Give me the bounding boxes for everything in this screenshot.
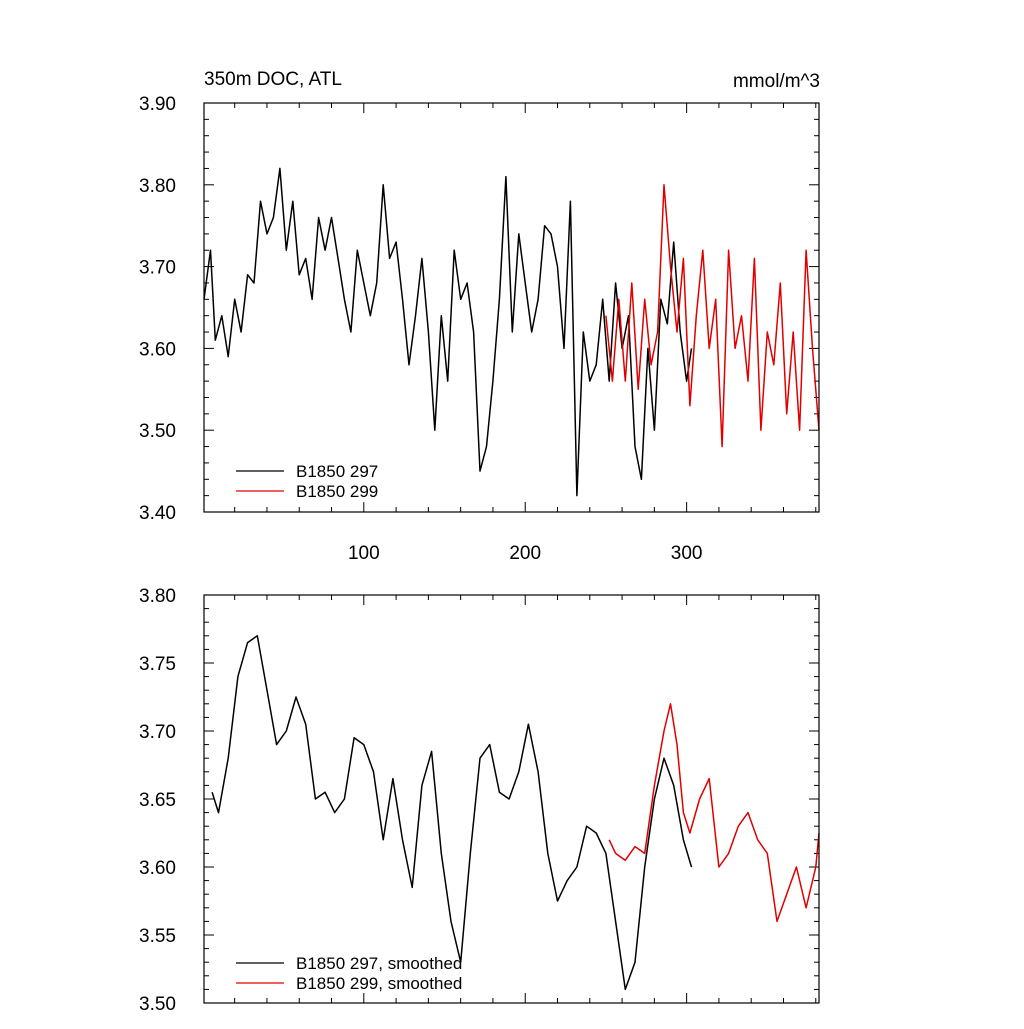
series-group [211,635,820,991]
chart-panel-bottom: 3.50 3.55 3.60 3.65 3.70 3.75 3.80 B1850 297, … [139,586,820,1015]
series-line-b1850-297-smoothed [211,635,693,991]
series-line-b1850-299 [605,184,820,448]
y-tick-label: 3.50 [139,994,176,1015]
legend: B1850 297 B1850 299 [236,462,378,501]
series-line-b1850-299-smoothed [608,703,820,923]
series-line-b1850-297 [203,167,693,497]
y-tick-label: 3.55 [139,926,176,947]
legend: B1850 297, smoothed B1850 299, smoothed [236,954,462,993]
legend-label-b1850-297-smoothed: B1850 297, smoothed [296,954,462,973]
legend-label-b1850-299-smoothed: B1850 299, smoothed [296,974,462,993]
y-tick-label: 3.80 [139,176,176,197]
plot-frame [203,594,820,1004]
x-tick-label: 100 [348,543,380,564]
x-tick-label: 200 [509,543,541,564]
x-tick-label: 300 [671,543,703,564]
chart-panel-top: 350m DOC, ATL mmol/m^3 3.403.503.603.703… [139,69,820,564]
y-tick-label: 3.40 [139,503,176,524]
y-tick-label: 3.90 [139,94,176,115]
legend-label-b1850-297: B1850 297 [296,462,378,481]
chart-title: 350m DOC, ATL [204,69,342,90]
y-tick-label: 3.70 [139,722,176,743]
y-tick-label: 3.60 [139,858,176,879]
series-group [203,167,820,497]
y-tick-label: 3.60 [139,339,176,360]
y-tick-label: 3.80 [139,586,176,607]
y-tick-label: 3.75 [139,654,176,675]
y-tick-label: 3.70 [139,258,176,279]
plot-frame [203,102,820,513]
axis-ticks: 3.40 3.50 3.60 3.70 3.80 3.90 100 200 300 [139,94,819,564]
y-tick-label: 3.50 [139,421,176,442]
axis-ticks: 3.50 3.55 3.60 3.65 3.70 3.75 3.80 [139,586,819,1015]
legend-label-b1850-299: B1850 299 [296,482,378,501]
y-tick-label: 3.65 [139,790,176,811]
chart-units: mmol/m^3 [733,71,820,92]
